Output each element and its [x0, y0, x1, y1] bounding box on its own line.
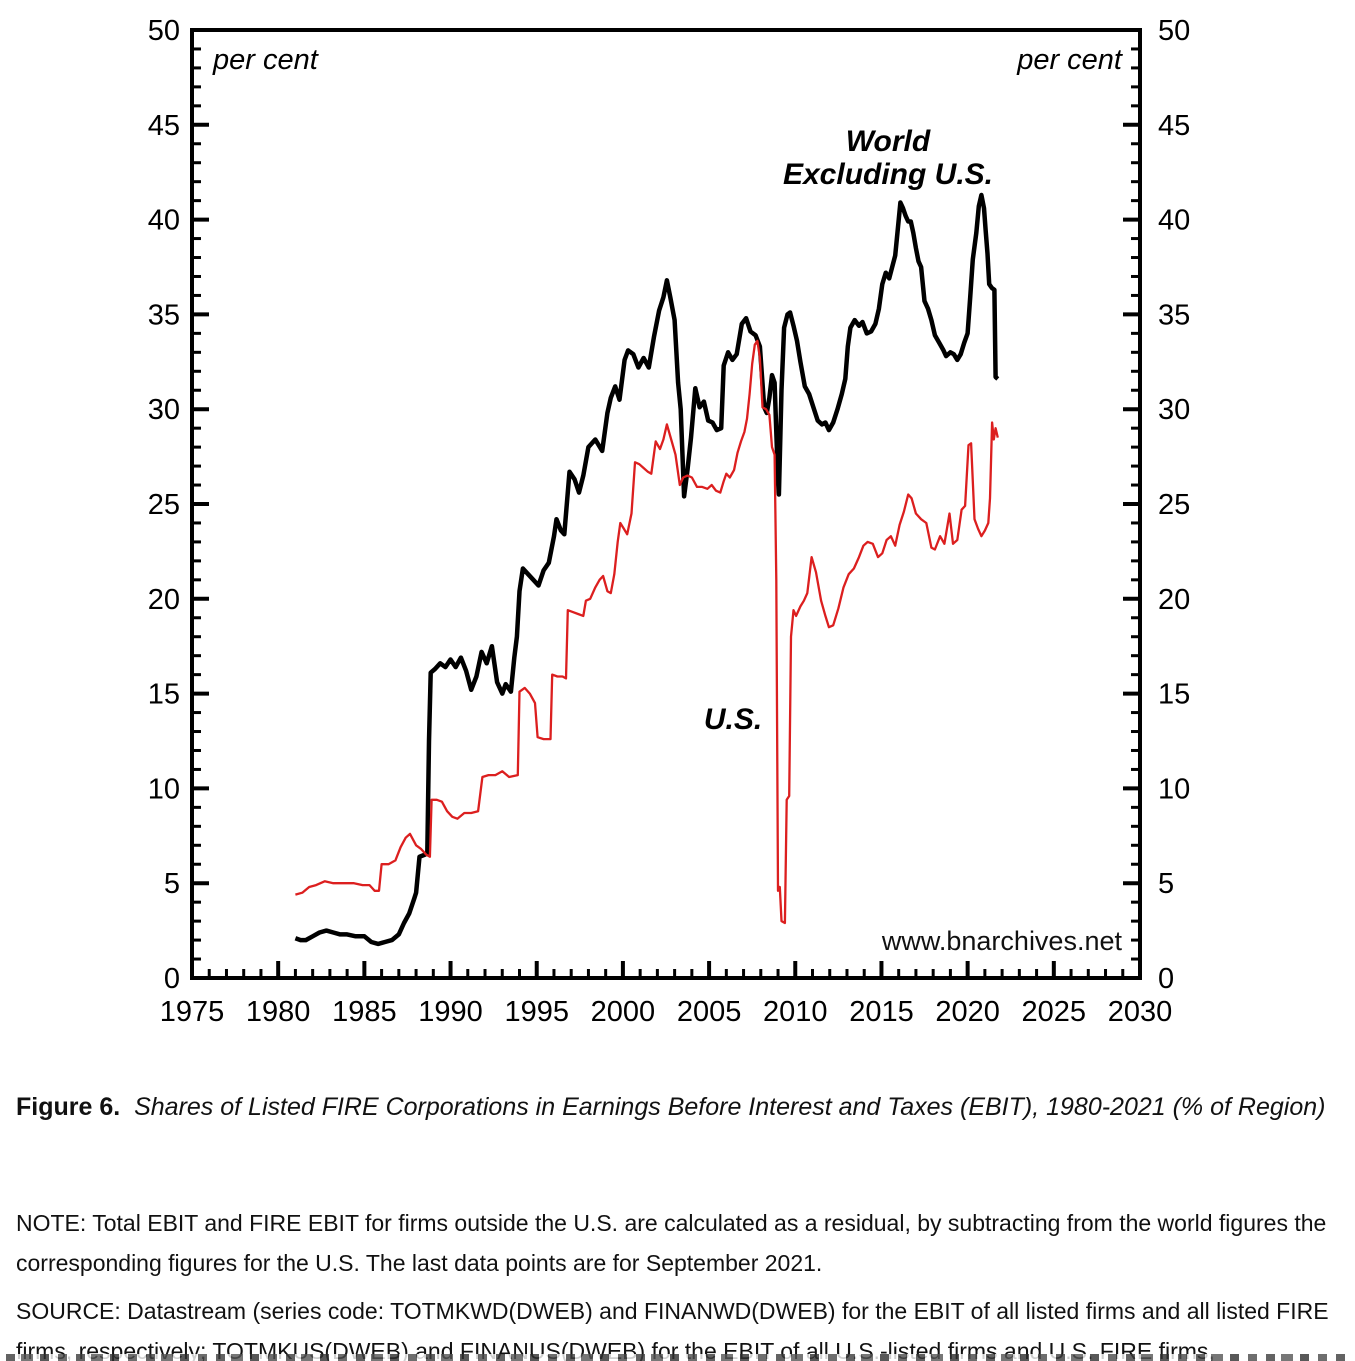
y-tick-label-right: 15	[1158, 679, 1190, 711]
y-tick-label-right: 40	[1158, 205, 1190, 237]
y-tick-label-right: 20	[1158, 584, 1190, 616]
watermark-url: www.bnarchives.net	[881, 926, 1123, 956]
y-tick-label-left: 0	[164, 963, 180, 995]
x-tick-label: 2010	[763, 996, 828, 1028]
axis-labels: 1975 1980 1985 1990 1995 2000 2005 2010 2015 2020…	[148, 15, 1191, 1028]
x-tick-label: 2015	[849, 996, 914, 1028]
y-tick-label-left: 20	[148, 584, 180, 616]
y-tick-label-left: 30	[148, 394, 180, 426]
y-tick-label-right: 10	[1158, 773, 1190, 805]
x-tick-label: 1995	[504, 996, 569, 1028]
note-paragraph: NOTE: Total EBIT and FIRE EBIT for firms…	[16, 1210, 1327, 1276]
y-tick-label-right: 45	[1158, 110, 1190, 142]
series-label-world-excluding-us-line1: World	[846, 125, 931, 158]
series-line-world-excluding-u-s-	[294, 192, 1000, 947]
source-paragraph: SOURCE: Datastream (series code: TOTMKWD…	[16, 1298, 1329, 1361]
y-tick-label-right: 30	[1158, 394, 1190, 426]
y-tick-label-right: 5	[1158, 868, 1174, 900]
series-lines	[294, 192, 1000, 947]
y-tick-label-left: 10	[148, 773, 180, 805]
series-line-u-s-	[295, 339, 999, 925]
figure-title: Shares of Listed FIRE Corporations in Ea…	[134, 1093, 1326, 1121]
x-tick-label: 1975	[160, 996, 225, 1028]
x-tick-label: 1990	[418, 996, 483, 1028]
line-chart: 1975 1980 1985 1990 1995 2000 2005 2010 2015 2020…	[148, 15, 1191, 1028]
x-tick-label: 2000	[591, 996, 656, 1028]
x-tick-label: 2005	[677, 996, 742, 1028]
y-tick-label-left: 45	[148, 110, 180, 142]
y-tick-label-left: 25	[148, 489, 180, 521]
y-tick-label-left: 15	[148, 679, 180, 711]
y-tick-label-left: 50	[148, 15, 180, 47]
x-tick-label: 1985	[332, 996, 397, 1028]
y-tick-label-left: 35	[148, 299, 180, 331]
x-tick-label: 1980	[246, 996, 311, 1028]
y-axis-unit-label-right: per cent	[1016, 44, 1124, 76]
x-tick-label: 2025	[1022, 996, 1087, 1028]
axis-ticks	[190, 28, 1142, 980]
figure-caption: Figure 6. Shares of Listed FIRE Corporat…	[16, 1086, 1346, 1129]
figure-number: Figure 6.	[16, 1093, 121, 1121]
y-tick-label-left: 5	[164, 868, 180, 900]
x-tick-label: 2020	[935, 996, 1000, 1028]
y-tick-label-right: 50	[1158, 15, 1190, 47]
series-label-world-excluding-us-line2: Excluding U.S.	[783, 158, 993, 191]
clipped-text-strip	[6, 1354, 1349, 1361]
y-tick-label-right: 0	[1158, 963, 1174, 995]
x-tick-label: 2030	[1108, 996, 1173, 1028]
y-tick-label-left: 40	[148, 205, 180, 237]
plot-frame	[190, 28, 1142, 980]
y-tick-label-right: 25	[1158, 489, 1190, 521]
y-tick-label-right: 35	[1158, 299, 1190, 331]
series-label-us: U.S.	[704, 703, 762, 736]
y-axis-unit-label-left: per cent	[212, 44, 320, 76]
